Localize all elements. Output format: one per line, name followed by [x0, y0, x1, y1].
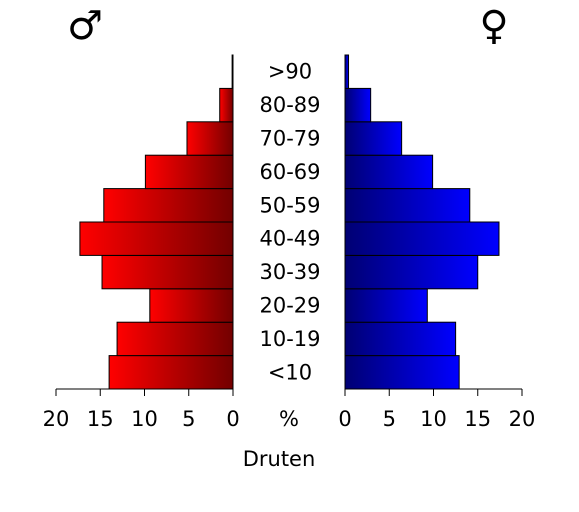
category-label: 70-79: [259, 127, 320, 151]
bar: [344, 188, 471, 223]
category-label: 50-59: [259, 193, 320, 217]
x-tick-label: 10: [131, 407, 158, 431]
x-tick-label: 0: [338, 407, 351, 431]
bar: [103, 188, 234, 223]
bar: [344, 87, 372, 123]
bar: [344, 221, 500, 256]
category-label: 80-89: [259, 93, 320, 117]
category-label: 40-49: [259, 227, 320, 251]
bar: [344, 288, 428, 323]
bar: [101, 254, 234, 290]
bar: [344, 321, 457, 357]
x-tick-label: 15: [87, 407, 114, 431]
x-tick-label: 5: [383, 407, 396, 431]
bar: [79, 221, 234, 256]
axis-label: %: [279, 407, 299, 431]
bar: [231, 54, 234, 89]
category-label: 60-69: [259, 160, 320, 184]
x-tick-label: 0: [226, 407, 239, 431]
bar: [344, 54, 350, 89]
bar: [149, 288, 234, 323]
category-label: >90: [268, 60, 312, 84]
bar: [108, 355, 234, 390]
x-tick-label: 10: [420, 407, 447, 431]
x-axis-title: Druten: [243, 447, 316, 471]
legend-male: ♂: [67, 3, 103, 49]
category-label: <10: [268, 360, 312, 384]
bar: [344, 254, 479, 290]
bar: [116, 321, 234, 357]
legend-female: ♀: [479, 3, 508, 49]
x-tick-label: 15: [464, 407, 491, 431]
category-label: 30-39: [259, 260, 320, 284]
bar: [186, 121, 234, 156]
bar: [344, 154, 434, 190]
category-label: 20-29: [259, 294, 320, 318]
bar: [344, 355, 460, 390]
x-tick-label: 5: [182, 407, 195, 431]
bar: [219, 87, 234, 123]
x-tick-label: 20: [509, 407, 536, 431]
bar: [144, 154, 234, 190]
bar: [344, 121, 403, 156]
x-tick-label: 20: [43, 407, 70, 431]
category-label: 10-19: [259, 327, 320, 351]
